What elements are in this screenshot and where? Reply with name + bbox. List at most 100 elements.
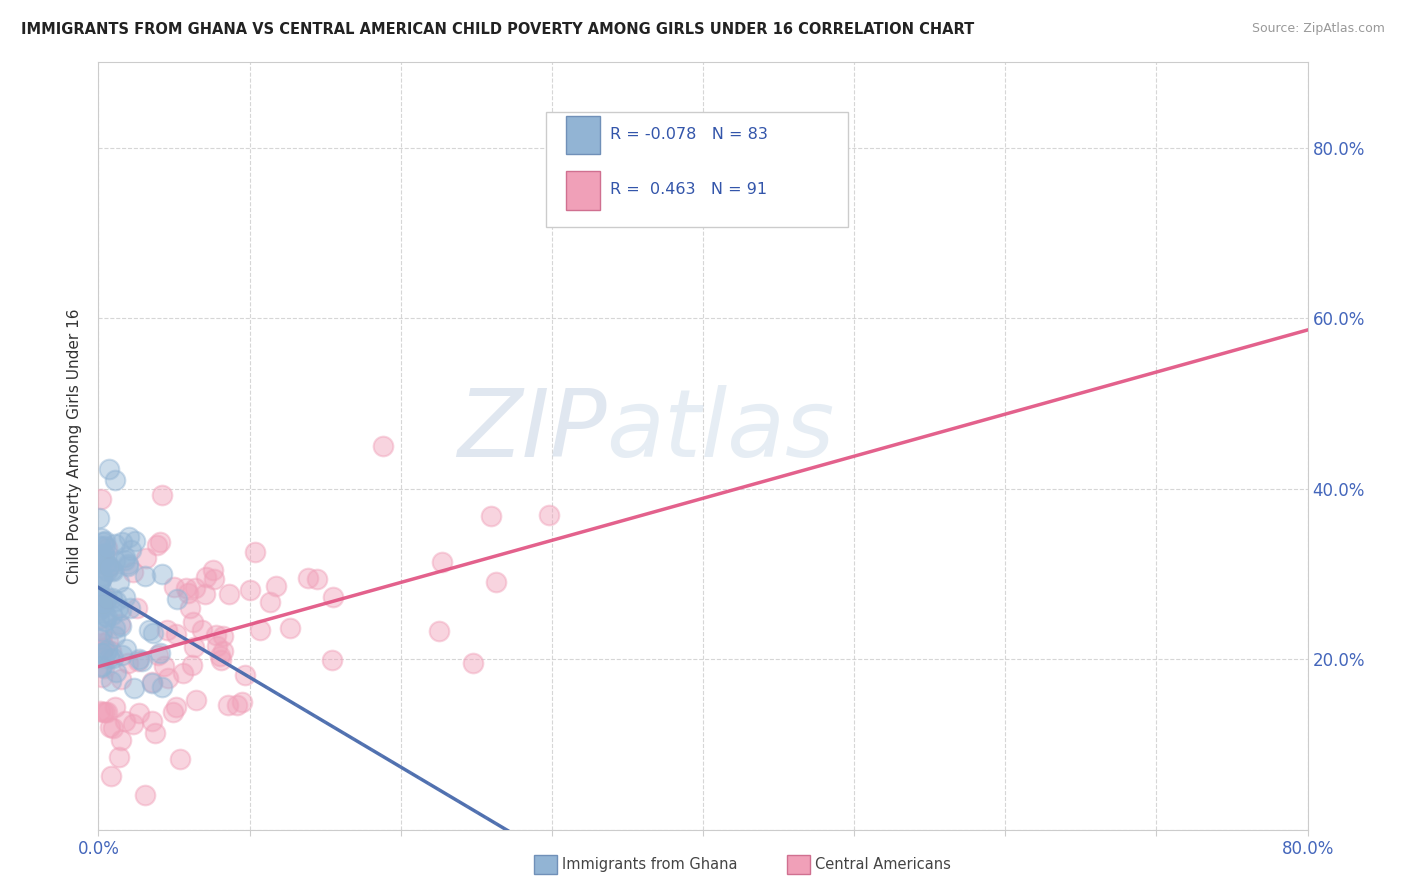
Point [183, 640, 205, 654]
Point [94, 608, 117, 623]
Point [94, 705, 117, 719]
Point [305, 572, 328, 586]
Point [243, 545, 266, 559]
Point [108, 575, 131, 590]
Point [135, 551, 157, 566]
Point [105, 594, 128, 608]
Point [91, 569, 114, 583]
Point [87, 557, 110, 571]
Point [186, 693, 208, 707]
Point [537, 508, 560, 523]
Y-axis label: Child Poverty Among Girls Under 16: Child Poverty Among Girls Under 16 [67, 309, 83, 583]
Point [122, 565, 145, 579]
Point [212, 628, 235, 642]
Point [101, 651, 124, 665]
Point [226, 698, 249, 712]
Point [108, 749, 131, 764]
Point [89, 579, 111, 593]
Point [162, 706, 184, 720]
Point [373, 439, 395, 453]
Point [104, 700, 127, 714]
Point [90, 573, 112, 587]
Point [96, 557, 118, 571]
Point [128, 652, 150, 666]
Text: IMMIGRANTS FROM GHANA VS CENTRAL AMERICAN CHILD POVERTY AMONG GIRLS UNDER 16 COR: IMMIGRANTS FROM GHANA VS CENTRAL AMERICA… [21, 22, 974, 37]
Point [148, 646, 170, 660]
Point [114, 553, 136, 567]
Point [94, 539, 117, 553]
Point [120, 542, 142, 557]
Point [94, 614, 117, 628]
Text: R = -0.078   N = 83: R = -0.078 N = 83 [610, 127, 768, 142]
Point [231, 695, 253, 709]
Point [461, 656, 484, 670]
Point [134, 789, 156, 803]
Point [146, 648, 169, 662]
Point [96, 541, 118, 556]
Point [169, 752, 191, 766]
Point [89, 589, 111, 603]
Text: Immigrants from Ghana: Immigrants from Ghana [562, 857, 738, 871]
Point [89, 704, 111, 718]
Point [205, 628, 228, 642]
Point [104, 537, 127, 551]
Point [114, 590, 136, 604]
Point [93, 592, 115, 607]
Point [177, 585, 200, 599]
Text: atlas: atlas [606, 385, 835, 476]
Point [90, 629, 112, 643]
Point [138, 623, 160, 637]
Point [127, 654, 149, 668]
Point [93, 547, 115, 561]
Point [90, 548, 112, 562]
Point [201, 563, 224, 577]
Point [103, 721, 125, 735]
Point [104, 554, 127, 568]
Point [142, 625, 165, 640]
Point [156, 623, 179, 637]
Point [100, 563, 122, 577]
Point [141, 674, 163, 689]
Point [181, 615, 204, 629]
Point [297, 571, 319, 585]
Point [163, 581, 186, 595]
Point [131, 654, 153, 668]
Point [93, 551, 115, 566]
Point [125, 600, 148, 615]
Point [97, 558, 120, 573]
Point [149, 535, 172, 549]
Point [90, 646, 112, 660]
Point [110, 619, 132, 633]
Point [117, 558, 139, 572]
Point [134, 568, 156, 582]
Point [94, 645, 117, 659]
Point [479, 509, 502, 524]
Point [104, 629, 127, 643]
Point [89, 574, 111, 588]
Point [259, 595, 281, 609]
Point [100, 769, 122, 783]
Point [110, 733, 132, 747]
Point [89, 593, 111, 607]
Point [153, 659, 176, 673]
Point [179, 600, 201, 615]
Point [91, 570, 114, 584]
Point [96, 705, 118, 719]
Point [165, 627, 187, 641]
Point [430, 555, 453, 569]
Point [101, 565, 124, 579]
Point [191, 623, 214, 637]
Point [121, 717, 143, 731]
Point [93, 661, 115, 675]
Point [93, 547, 115, 561]
Point [111, 648, 134, 663]
Point [90, 492, 112, 507]
Point [91, 598, 114, 612]
Point [87, 603, 110, 617]
Point [195, 570, 218, 584]
Bar [567, 171, 600, 210]
Point [114, 549, 136, 564]
Point [94, 590, 117, 604]
Point [128, 706, 150, 720]
Point [209, 648, 232, 663]
